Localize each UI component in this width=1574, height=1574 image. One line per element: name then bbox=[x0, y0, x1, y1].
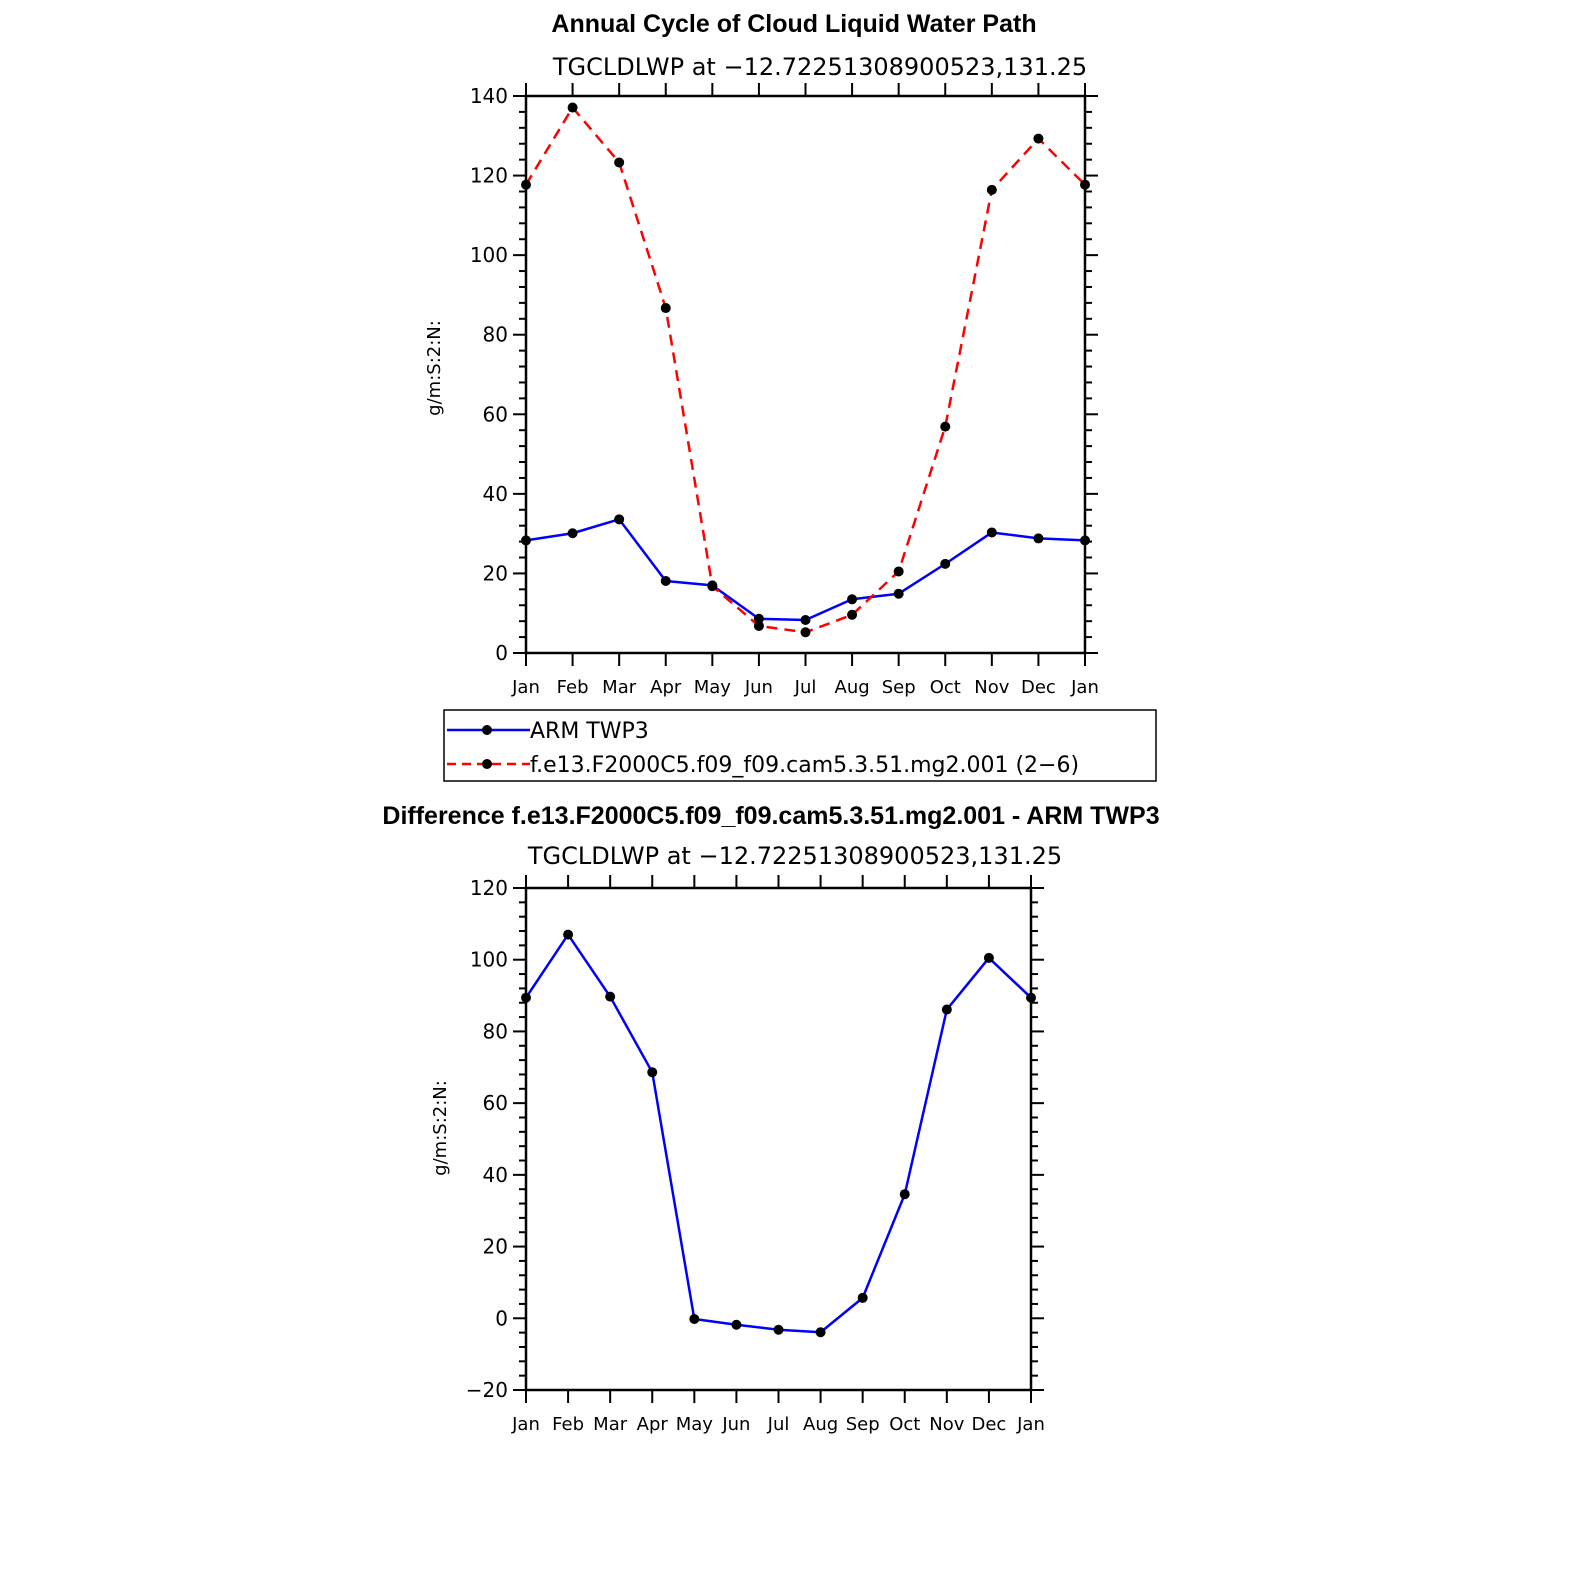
chart1-ylabel: g/m:S:2:N: bbox=[424, 320, 445, 416]
chart1-xtick-label: Sep bbox=[882, 677, 916, 698]
chart1-xtick-label: Jan bbox=[511, 677, 540, 698]
chart1-ytick-label: 40 bbox=[483, 482, 508, 506]
chart1-series-1-point bbox=[660, 303, 671, 314]
chart1-series-1-point bbox=[893, 566, 904, 577]
chart2-xtick-label: Jan bbox=[511, 1414, 540, 1435]
chart1-series-1-point bbox=[614, 157, 625, 168]
chart1-xtick-label: Mar bbox=[602, 677, 637, 698]
chart2-frame bbox=[524, 886, 1033, 1392]
chart2-ytick-label: 120 bbox=[470, 876, 508, 900]
chart2-xtick-label: Mar bbox=[593, 1414, 628, 1435]
chart1-plot: 0 20 40 60 80 100 120 140 Jan Feb Mar Apr May Jun Jul A… bbox=[470, 83, 1099, 698]
chart2-subtitle: TGCLDLWP at −12.72251308900523,131.25 bbox=[527, 842, 1062, 870]
chart1-title: Annual Cycle of Cloud Liquid Water Path bbox=[551, 10, 1036, 38]
chart2-series-0-point bbox=[1026, 992, 1036, 1003]
chart1-ytick-label: 20 bbox=[483, 561, 508, 585]
chart1-xtick-label: Jan bbox=[1070, 677, 1099, 698]
chart2-series-0-point bbox=[689, 1314, 700, 1325]
chart1-series-1-point bbox=[940, 421, 951, 432]
chart2-ylabel: g/m:S:2:N: bbox=[430, 1080, 451, 1176]
chart1-ytick-label: 120 bbox=[470, 164, 508, 188]
chart2-xtick-label: Jan bbox=[1016, 1414, 1045, 1435]
chart1-series-0-point bbox=[847, 594, 858, 605]
chart2-xtick-label: Nov bbox=[929, 1414, 964, 1435]
chart2-series-0-point bbox=[815, 1327, 826, 1338]
chart2-series-0-point bbox=[521, 992, 531, 1003]
chart1-xtick-label: May bbox=[694, 677, 732, 698]
chart2-series-line-0 bbox=[524, 933, 1032, 1334]
chart2-title: Difference f.e13.F2000C5.f09_f09.cam5.3.… bbox=[382, 802, 1159, 830]
chart2-series-0-point bbox=[773, 1324, 784, 1335]
chart1-series-1-point bbox=[521, 179, 531, 190]
chart2-ytick-label: 60 bbox=[483, 1091, 508, 1115]
chart1-ytick-label: 60 bbox=[483, 402, 508, 426]
chart2-ytick-label: 40 bbox=[483, 1163, 508, 1187]
legend-label-arm: ARM TWP3 bbox=[530, 719, 649, 744]
chart1-series-0-point bbox=[893, 588, 904, 599]
chart1-series-0-point bbox=[986, 527, 997, 538]
chart2-series-0-point bbox=[857, 1292, 868, 1303]
chart1-xtick-label: Aug bbox=[835, 677, 870, 698]
chart1-series-0-point bbox=[800, 614, 811, 625]
chart1-series-line-0 bbox=[525, 518, 1086, 622]
chart1-ytick-label: 100 bbox=[470, 243, 508, 267]
chart2-xtick-label: Feb bbox=[552, 1414, 584, 1435]
chart2-xtick-label: Aug bbox=[803, 1414, 838, 1435]
chart2-series-0-point bbox=[983, 952, 994, 963]
chart2-xtick-label: Oct bbox=[889, 1414, 920, 1435]
chart2-series-0-point bbox=[941, 1004, 952, 1015]
chart2-series-0-point bbox=[563, 929, 574, 940]
legend-marker-model bbox=[482, 759, 492, 769]
chart1-ytick-label: 0 bbox=[495, 641, 508, 665]
chart1-series-1-point bbox=[753, 620, 764, 631]
chart2-ytick-label: 100 bbox=[470, 948, 508, 972]
chart1-xtick-label: Dec bbox=[1021, 677, 1056, 698]
chart1-series-0-point bbox=[614, 514, 625, 525]
chart2-series-0-point bbox=[647, 1067, 658, 1078]
chart2-xtick-label: Dec bbox=[971, 1414, 1006, 1435]
chart1-series-1-point bbox=[707, 581, 718, 592]
chart1-series-1-point bbox=[847, 609, 858, 620]
legend-marker-arm bbox=[482, 725, 492, 735]
chart2-series-0-point bbox=[605, 991, 616, 1002]
chart1-subtitle: TGCLDLWP at −12.72251308900523,131.25 bbox=[552, 53, 1087, 81]
legend-box bbox=[443, 709, 1157, 782]
chart2-ytick-label: 0 bbox=[495, 1306, 508, 1330]
chart2-xtick-label: Jul bbox=[767, 1414, 790, 1435]
chart1-series-0-point bbox=[567, 528, 578, 539]
chart2-xtick-label: May bbox=[676, 1414, 714, 1435]
chart1-ytick-label: 140 bbox=[470, 84, 508, 108]
chart1-series-1-point bbox=[800, 627, 811, 638]
legend-label-model: f.e13.F2000C5.f09_f09.cam5.3.51.mg2.001 … bbox=[530, 753, 1079, 778]
chart2-ytick-label: 80 bbox=[483, 1019, 508, 1043]
chart1-series-0-point bbox=[1033, 533, 1044, 544]
chart1-series-0-point bbox=[940, 558, 951, 569]
chart1-ytick-label: 80 bbox=[483, 323, 508, 347]
chart1-xtick-label: Oct bbox=[930, 677, 961, 698]
chart2-plot: −20 0 20 40 60 80 100 120 Jan Feb Mar Apr May Jun Jul A… bbox=[466, 875, 1045, 1435]
chart1-series-1-point bbox=[567, 102, 578, 113]
chart2-ytick-label: 20 bbox=[483, 1235, 508, 1259]
legend: ARM TWP3 f.e13.F2000C5.f09_f09.cam5.3.51… bbox=[443, 709, 1157, 782]
chart2-xtick-label: Apr bbox=[637, 1414, 669, 1435]
chart2-xtick-label: Sep bbox=[846, 1414, 880, 1435]
chart2-series-0-point bbox=[731, 1319, 742, 1330]
chart1-xtick-label: Jul bbox=[794, 677, 817, 698]
chart1-series-0-point bbox=[1080, 535, 1090, 546]
chart1-series-0-point bbox=[660, 575, 671, 586]
chart1-xtick-label: Jun bbox=[744, 677, 773, 698]
chart1-series-0-point bbox=[753, 613, 764, 624]
chart2-ytick-label: −20 bbox=[466, 1378, 508, 1402]
chart1-xtick-label: Feb bbox=[557, 677, 589, 698]
chart1-xtick-label: Apr bbox=[650, 677, 682, 698]
chart1-xtick-label: Nov bbox=[974, 677, 1009, 698]
chart1-series-0-point bbox=[521, 535, 531, 546]
chart1-series-1-point bbox=[986, 184, 997, 195]
chart2-series-0-point bbox=[899, 1189, 910, 1200]
chart1-series-1-point bbox=[1080, 179, 1090, 190]
chart2-xtick-label: Jun bbox=[721, 1414, 750, 1435]
chart1-series-line-1 bbox=[524, 106, 1086, 634]
chart1-series-1-point bbox=[1033, 133, 1044, 144]
